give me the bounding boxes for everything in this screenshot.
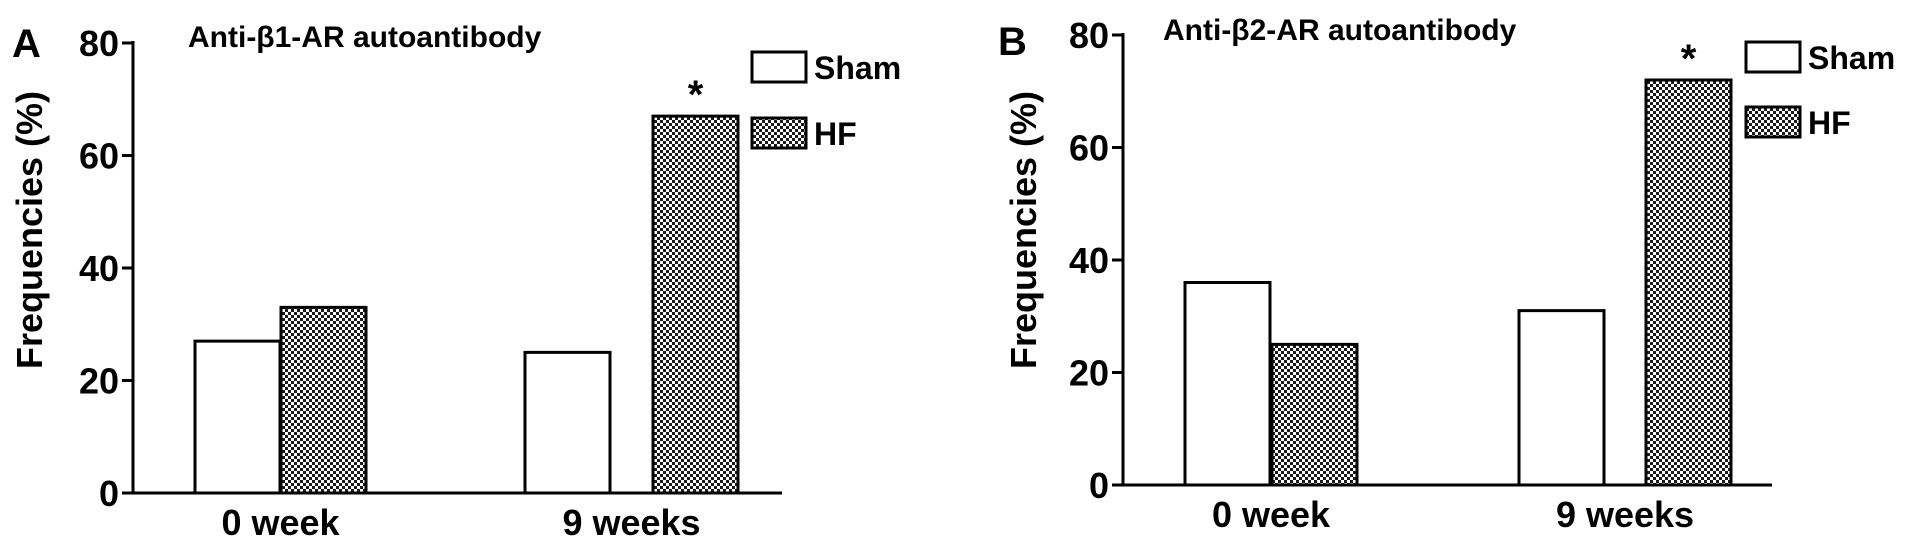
bar-sham-9-weeks bbox=[1517, 309, 1606, 487]
y-axis-label: Frequencies (%) bbox=[9, 91, 50, 369]
x-tick-label: 0 week bbox=[221, 502, 340, 543]
legend-label: Sham bbox=[1808, 40, 1895, 76]
bar-hf-0-week bbox=[279, 305, 368, 495]
legend-swatch-sham bbox=[750, 50, 808, 84]
y-tick-label: 80 bbox=[79, 23, 119, 64]
legend-label: HF bbox=[814, 116, 857, 152]
y-tick-label: 40 bbox=[1069, 240, 1109, 281]
bar-hf-9-weeks bbox=[651, 114, 740, 495]
y-tick-label: 40 bbox=[79, 248, 119, 289]
significance-asterisk: * bbox=[1681, 37, 1697, 81]
chart-panel-b: B Anti-β2-AR autoantibody Frequencies (%… bbox=[998, 14, 1895, 535]
legend-swatch-sham bbox=[1744, 40, 1802, 74]
panel-label: A bbox=[12, 22, 41, 66]
bar-sham-0-week bbox=[1183, 281, 1272, 487]
y-tick-label: 20 bbox=[79, 361, 119, 402]
y-tick-label: 60 bbox=[79, 136, 119, 177]
legend-swatch-hf bbox=[1744, 105, 1802, 139]
x-tick-label: 0 week bbox=[1212, 494, 1331, 535]
chart-title: Anti-β1-AR autoantibody bbox=[188, 21, 542, 54]
y-tick-label: 0 bbox=[99, 473, 119, 514]
chart-title: Anti-β2-AR autoantibody bbox=[1163, 14, 1517, 47]
y-tick-label: 20 bbox=[1069, 353, 1109, 394]
y-tick-label: 60 bbox=[1069, 128, 1109, 169]
bar-sham-9-weeks bbox=[523, 350, 612, 495]
chart-panel-a: A Anti-β1-AR autoantibody Frequencies (%… bbox=[9, 21, 901, 543]
x-tick-label: 9 weeks bbox=[1556, 494, 1694, 535]
legend-label: HF bbox=[1808, 105, 1851, 141]
panel-label: B bbox=[998, 20, 1027, 64]
significance-asterisk: * bbox=[688, 73, 704, 117]
bar-hf-0-week bbox=[1270, 342, 1359, 487]
y-tick-label: 0 bbox=[1089, 465, 1109, 506]
legend-label: Sham bbox=[814, 50, 901, 86]
x-tick-label: 9 weeks bbox=[562, 502, 700, 543]
legend: Sham HF bbox=[1744, 40, 1895, 141]
bar-hf-9-weeks bbox=[1644, 78, 1733, 487]
y-tick-label: 80 bbox=[1069, 15, 1109, 56]
legend-swatch-hf bbox=[750, 116, 808, 150]
legend: Sham HF bbox=[750, 50, 901, 152]
bar-sham-0-week bbox=[193, 339, 282, 495]
y-axis-label: Frequencies (%) bbox=[1003, 91, 1044, 369]
